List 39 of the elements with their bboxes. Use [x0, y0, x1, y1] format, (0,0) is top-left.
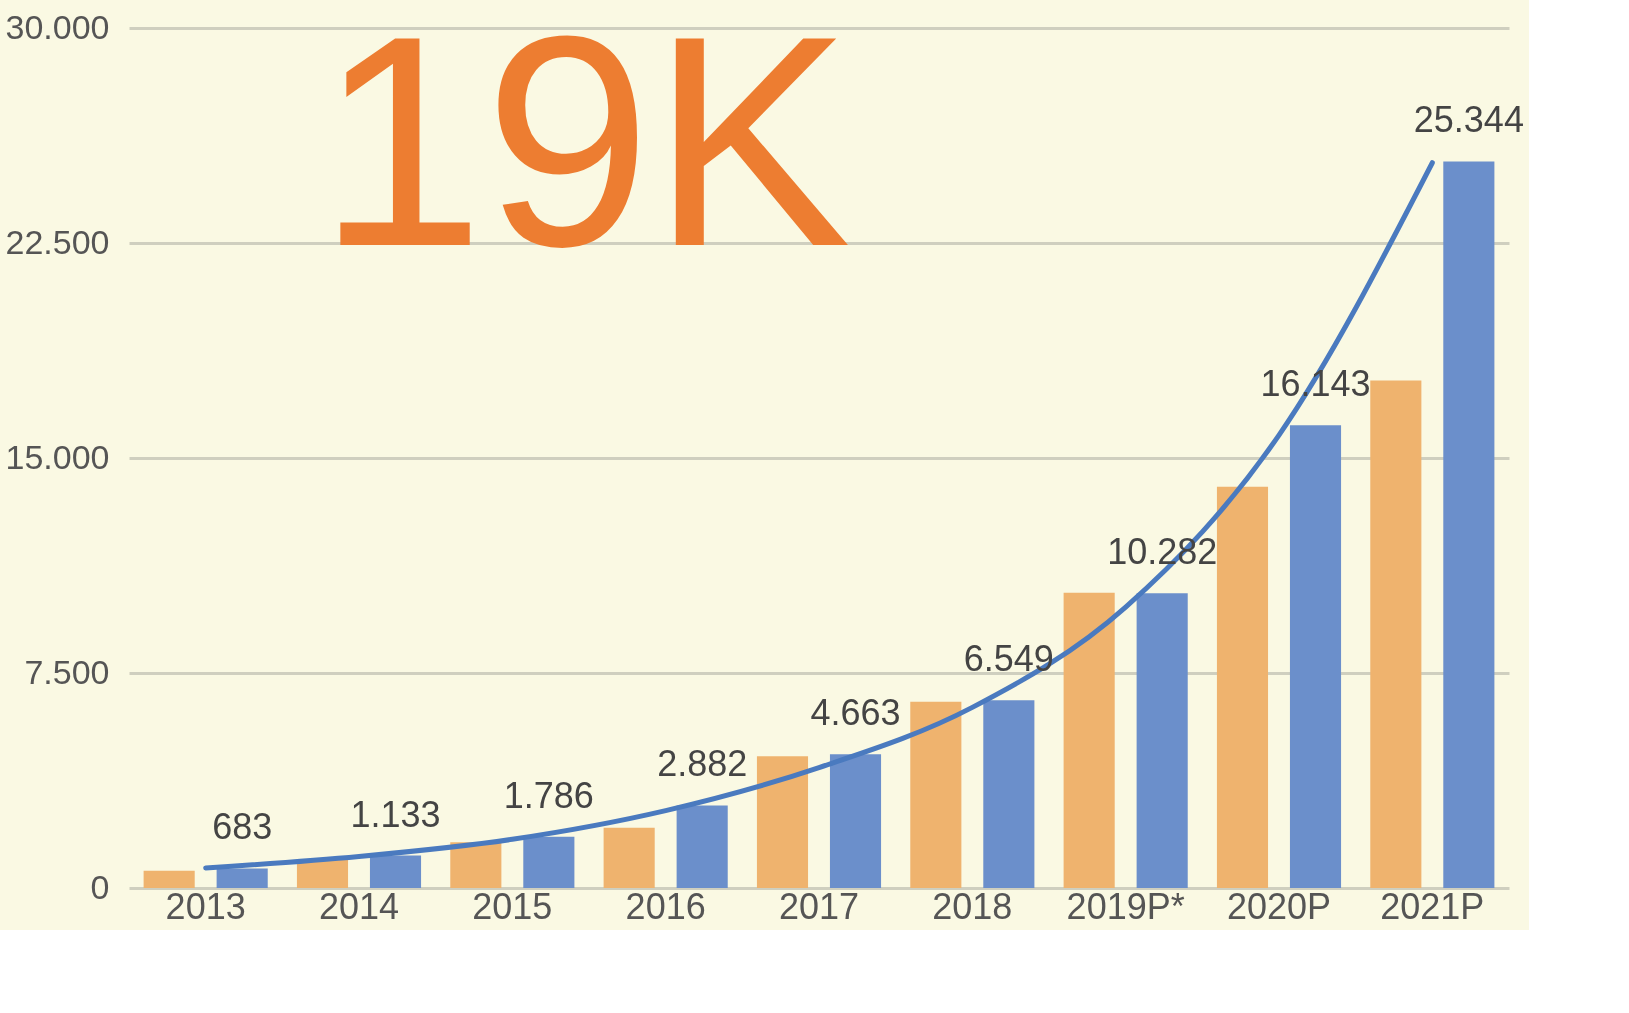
- bar: [369, 855, 422, 888]
- bar: [983, 700, 1035, 888]
- bar: [1289, 425, 1342, 888]
- data-label: 1.786: [503, 774, 594, 816]
- y-tick-label: 7.500: [24, 652, 110, 691]
- annotation: 19K: [317, 0, 852, 309]
- bar: [829, 754, 882, 888]
- data-label: 25.344: [1413, 99, 1524, 141]
- y-tick-label: 30.000: [5, 7, 110, 46]
- data-label: 4.663: [810, 692, 901, 734]
- data-label: 683: [212, 806, 273, 848]
- x-tick-label: 2021P: [1380, 885, 1485, 927]
- x-tick-label: 2015: [472, 885, 553, 927]
- bar: [756, 756, 809, 888]
- y-tick-label: 15.000: [5, 437, 110, 476]
- x-tick-label: 2020P: [1226, 885, 1332, 927]
- x-tick-label: 2017: [778, 885, 860, 927]
- data-label: 1.133: [350, 793, 441, 835]
- bar: [143, 870, 195, 888]
- bar: [1063, 592, 1115, 888]
- x-tick-label: 2013: [165, 885, 246, 927]
- y-tick-label: 22.500: [5, 222, 110, 261]
- bar: [676, 805, 728, 888]
- bar: [1370, 380, 1422, 888]
- data-label: 6.549: [963, 638, 1054, 680]
- bar: [910, 701, 962, 888]
- x-tick-label: 2018: [932, 885, 1013, 927]
- data-label: 2.882: [657, 743, 748, 785]
- x-tick-label: 2014: [318, 885, 400, 927]
- bar: [603, 827, 655, 888]
- bar: [1216, 486, 1269, 888]
- bar: [450, 842, 502, 888]
- y-tick-label: 0: [90, 867, 110, 906]
- x-tick-label: 2016: [625, 885, 706, 927]
- x-tick-label: 2019P*: [1066, 885, 1185, 927]
- bar: [1136, 593, 1188, 888]
- bar: [523, 836, 575, 888]
- bar: [1443, 161, 1495, 888]
- bar: [216, 868, 268, 888]
